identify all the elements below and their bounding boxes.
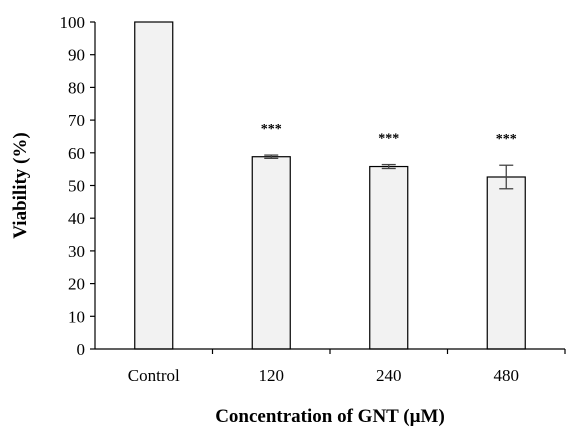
x-tick-label: Control: [128, 366, 180, 385]
bar-control: [134, 21, 174, 350]
significance-labels: *** *** ***: [261, 122, 517, 147]
y-tick-label: 90: [68, 46, 85, 65]
x-axis-title: Concentration of GNT (µM): [215, 406, 445, 427]
x-tick-label: 120: [259, 366, 285, 385]
y-tick-label: 80: [68, 78, 85, 97]
bar-480: [486, 176, 526, 350]
significance-label: ***: [261, 122, 282, 137]
y-tick-label: 50: [68, 177, 85, 196]
error-bars: [264, 154, 514, 190]
bar-240: [369, 165, 409, 350]
y-tick-label: 70: [68, 111, 85, 130]
y-axis-ticks: 0 10 20 30 40 50 60 70 80 90 100: [60, 13, 95, 359]
bars: [134, 21, 526, 350]
significance-label: ***: [378, 132, 399, 147]
y-tick-label: 40: [68, 209, 85, 228]
bar-120: [251, 156, 291, 350]
x-tick-label: 240: [376, 366, 402, 385]
y-tick-label: 30: [68, 242, 85, 261]
y-axis-title: Viability (%): [10, 132, 31, 238]
x-tick-label: 480: [494, 366, 520, 385]
y-tick-label: 100: [60, 13, 86, 32]
y-tick-label: 10: [68, 307, 85, 326]
y-tick-label: 20: [68, 275, 85, 294]
y-tick-label: 60: [68, 144, 85, 163]
x-axis-ticks: Control 120 240 480: [128, 349, 566, 385]
y-tick-label: 0: [77, 340, 86, 359]
significance-label: ***: [496, 132, 517, 147]
